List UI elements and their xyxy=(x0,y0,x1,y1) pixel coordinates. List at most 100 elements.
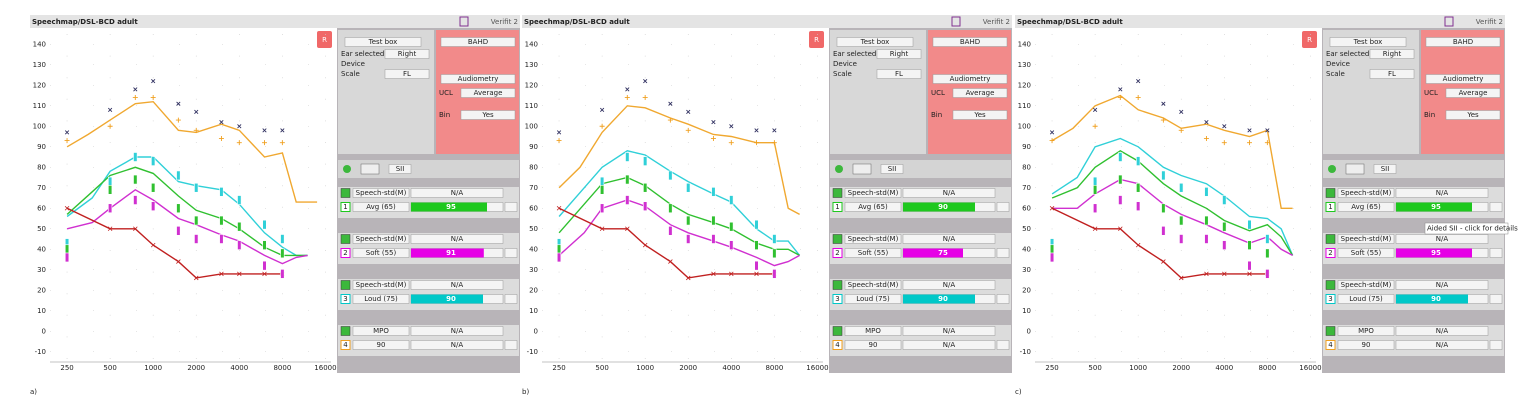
scale-select[interactable] xyxy=(1369,69,1415,79)
level-select-text[interactable]: Soft (55) xyxy=(1351,249,1382,257)
stimulus-button[interactable] xyxy=(1337,234,1395,244)
play-button[interactable] xyxy=(340,188,351,198)
sii-bar[interactable] xyxy=(1396,248,1472,258)
level-select[interactable] xyxy=(1337,202,1395,212)
level-select-text[interactable]: Loud (75) xyxy=(1349,295,1383,303)
test-box-button-text[interactable]: Test box xyxy=(860,38,890,46)
scale-select[interactable] xyxy=(876,69,922,79)
ucl-select[interactable] xyxy=(1445,88,1501,98)
sii-button[interactable] xyxy=(880,164,904,174)
ear-select[interactable] xyxy=(876,49,922,59)
sii-value[interactable]: 90 xyxy=(938,295,948,303)
curve-icon[interactable] xyxy=(996,294,1010,304)
sii-button[interactable] xyxy=(1373,164,1397,174)
play-button[interactable] xyxy=(1325,326,1336,336)
level-select-text[interactable]: Soft (55) xyxy=(366,249,397,257)
toolbar-icon[interactable] xyxy=(343,165,351,173)
level-select[interactable] xyxy=(352,294,410,304)
level-select-text[interactable]: Loud (75) xyxy=(856,295,890,303)
audiometry-button-text[interactable]: Audiometry xyxy=(1443,75,1484,83)
sii-bar[interactable] xyxy=(411,294,483,304)
stimulus-button[interactable] xyxy=(352,234,410,244)
level-select-text[interactable]: Soft (55) xyxy=(858,249,889,257)
stimulus-button[interactable] xyxy=(844,234,902,244)
stimulus-button-text[interactable]: Speech-std(M) xyxy=(356,235,407,243)
audiometry-button-text[interactable]: Audiometry xyxy=(458,75,499,83)
stimulus-button[interactable] xyxy=(352,280,410,290)
test-box-button[interactable] xyxy=(1329,37,1407,47)
sii-button-text[interactable]: SII xyxy=(1381,165,1390,173)
sii-value[interactable]: 91 xyxy=(446,249,456,257)
sii-value[interactable]: 90 xyxy=(446,295,456,303)
sii-bar[interactable] xyxy=(903,248,963,258)
curve-icon[interactable] xyxy=(504,340,518,350)
curve-icon[interactable] xyxy=(504,248,518,258)
level-select[interactable] xyxy=(352,202,410,212)
bin-select[interactable] xyxy=(460,110,516,120)
sii-bar[interactable] xyxy=(1396,202,1472,212)
sii-button-text[interactable]: SII xyxy=(396,165,405,173)
scale-select-text[interactable]: FL xyxy=(895,70,903,78)
level-select[interactable] xyxy=(844,202,902,212)
sii-value[interactable]: 95 xyxy=(1431,249,1441,257)
device-select-text[interactable]: BAHD xyxy=(468,38,488,46)
level-select-text[interactable]: Avg (65) xyxy=(366,203,396,211)
stimulus-button[interactable] xyxy=(844,280,902,290)
level-select-text[interactable]: Avg (65) xyxy=(858,203,888,211)
curve-icon[interactable] xyxy=(1489,248,1503,258)
sii-value[interactable]: 75 xyxy=(938,249,948,257)
play-button[interactable] xyxy=(832,280,843,290)
stimulus-button-text[interactable]: MPO xyxy=(865,327,881,335)
level-select-text[interactable]: 90 xyxy=(377,341,386,349)
test-box-button[interactable] xyxy=(836,37,914,47)
curve-icon[interactable] xyxy=(1489,340,1503,350)
stimulus-button-text[interactable]: Speech-std(M) xyxy=(848,189,899,197)
sii-track[interactable] xyxy=(902,340,996,350)
sii-value[interactable]: 90 xyxy=(1431,295,1441,303)
play-button[interactable] xyxy=(340,326,351,336)
audiometry-button[interactable] xyxy=(1425,74,1501,84)
stimulus-button[interactable] xyxy=(1337,280,1395,290)
toolbar-icon[interactable] xyxy=(835,165,843,173)
play-button[interactable] xyxy=(832,188,843,198)
stimulus-button[interactable] xyxy=(844,188,902,198)
bin-select[interactable] xyxy=(952,110,1008,120)
level-select[interactable] xyxy=(352,340,410,350)
scale-select[interactable] xyxy=(384,69,430,79)
ear-select[interactable] xyxy=(384,49,430,59)
bin-select[interactable] xyxy=(1445,110,1501,120)
toolbar-icon[interactable] xyxy=(360,163,380,175)
stimulus-button-text[interactable]: Speech-std(M) xyxy=(1341,189,1392,197)
device-select[interactable] xyxy=(932,37,1008,47)
ear-select-text[interactable]: Right xyxy=(1383,50,1402,58)
device-select-text[interactable]: BAHD xyxy=(960,38,980,46)
level-select[interactable] xyxy=(844,248,902,258)
sii-bar[interactable] xyxy=(411,248,484,258)
curve-icon[interactable] xyxy=(996,340,1010,350)
stimulus-button-text[interactable]: Speech-std(M) xyxy=(356,281,407,289)
bin-select-text[interactable]: Yes xyxy=(973,111,986,119)
stimulus-button-text[interactable]: MPO xyxy=(373,327,389,335)
stimulus-button-text[interactable]: Speech-std(M) xyxy=(848,235,899,243)
stimulus-button-text[interactable]: MPO xyxy=(1358,327,1374,335)
audiometry-button[interactable] xyxy=(932,74,1008,84)
device-select-text[interactable]: BAHD xyxy=(1453,38,1473,46)
sii-value[interactable]: 90 xyxy=(938,203,948,211)
device-select[interactable] xyxy=(1425,37,1501,47)
play-button[interactable] xyxy=(340,280,351,290)
device-select[interactable] xyxy=(440,37,516,47)
ucl-select-text[interactable]: Average xyxy=(474,89,503,97)
ucl-select[interactable] xyxy=(460,88,516,98)
play-button[interactable] xyxy=(832,234,843,244)
toolbar-icon[interactable] xyxy=(1328,165,1336,173)
ear-select-text[interactable]: Right xyxy=(890,50,909,58)
audiometry-button[interactable] xyxy=(440,74,516,84)
curve-icon[interactable] xyxy=(504,294,518,304)
stimulus-button[interactable] xyxy=(352,326,410,336)
level-select[interactable] xyxy=(844,294,902,304)
sii-button[interactable] xyxy=(388,164,412,174)
level-select-text[interactable]: Loud (75) xyxy=(364,295,398,303)
bin-select-text[interactable]: Yes xyxy=(481,111,494,119)
test-box-button-text[interactable]: Test box xyxy=(368,38,398,46)
stimulus-button[interactable] xyxy=(1337,326,1395,336)
